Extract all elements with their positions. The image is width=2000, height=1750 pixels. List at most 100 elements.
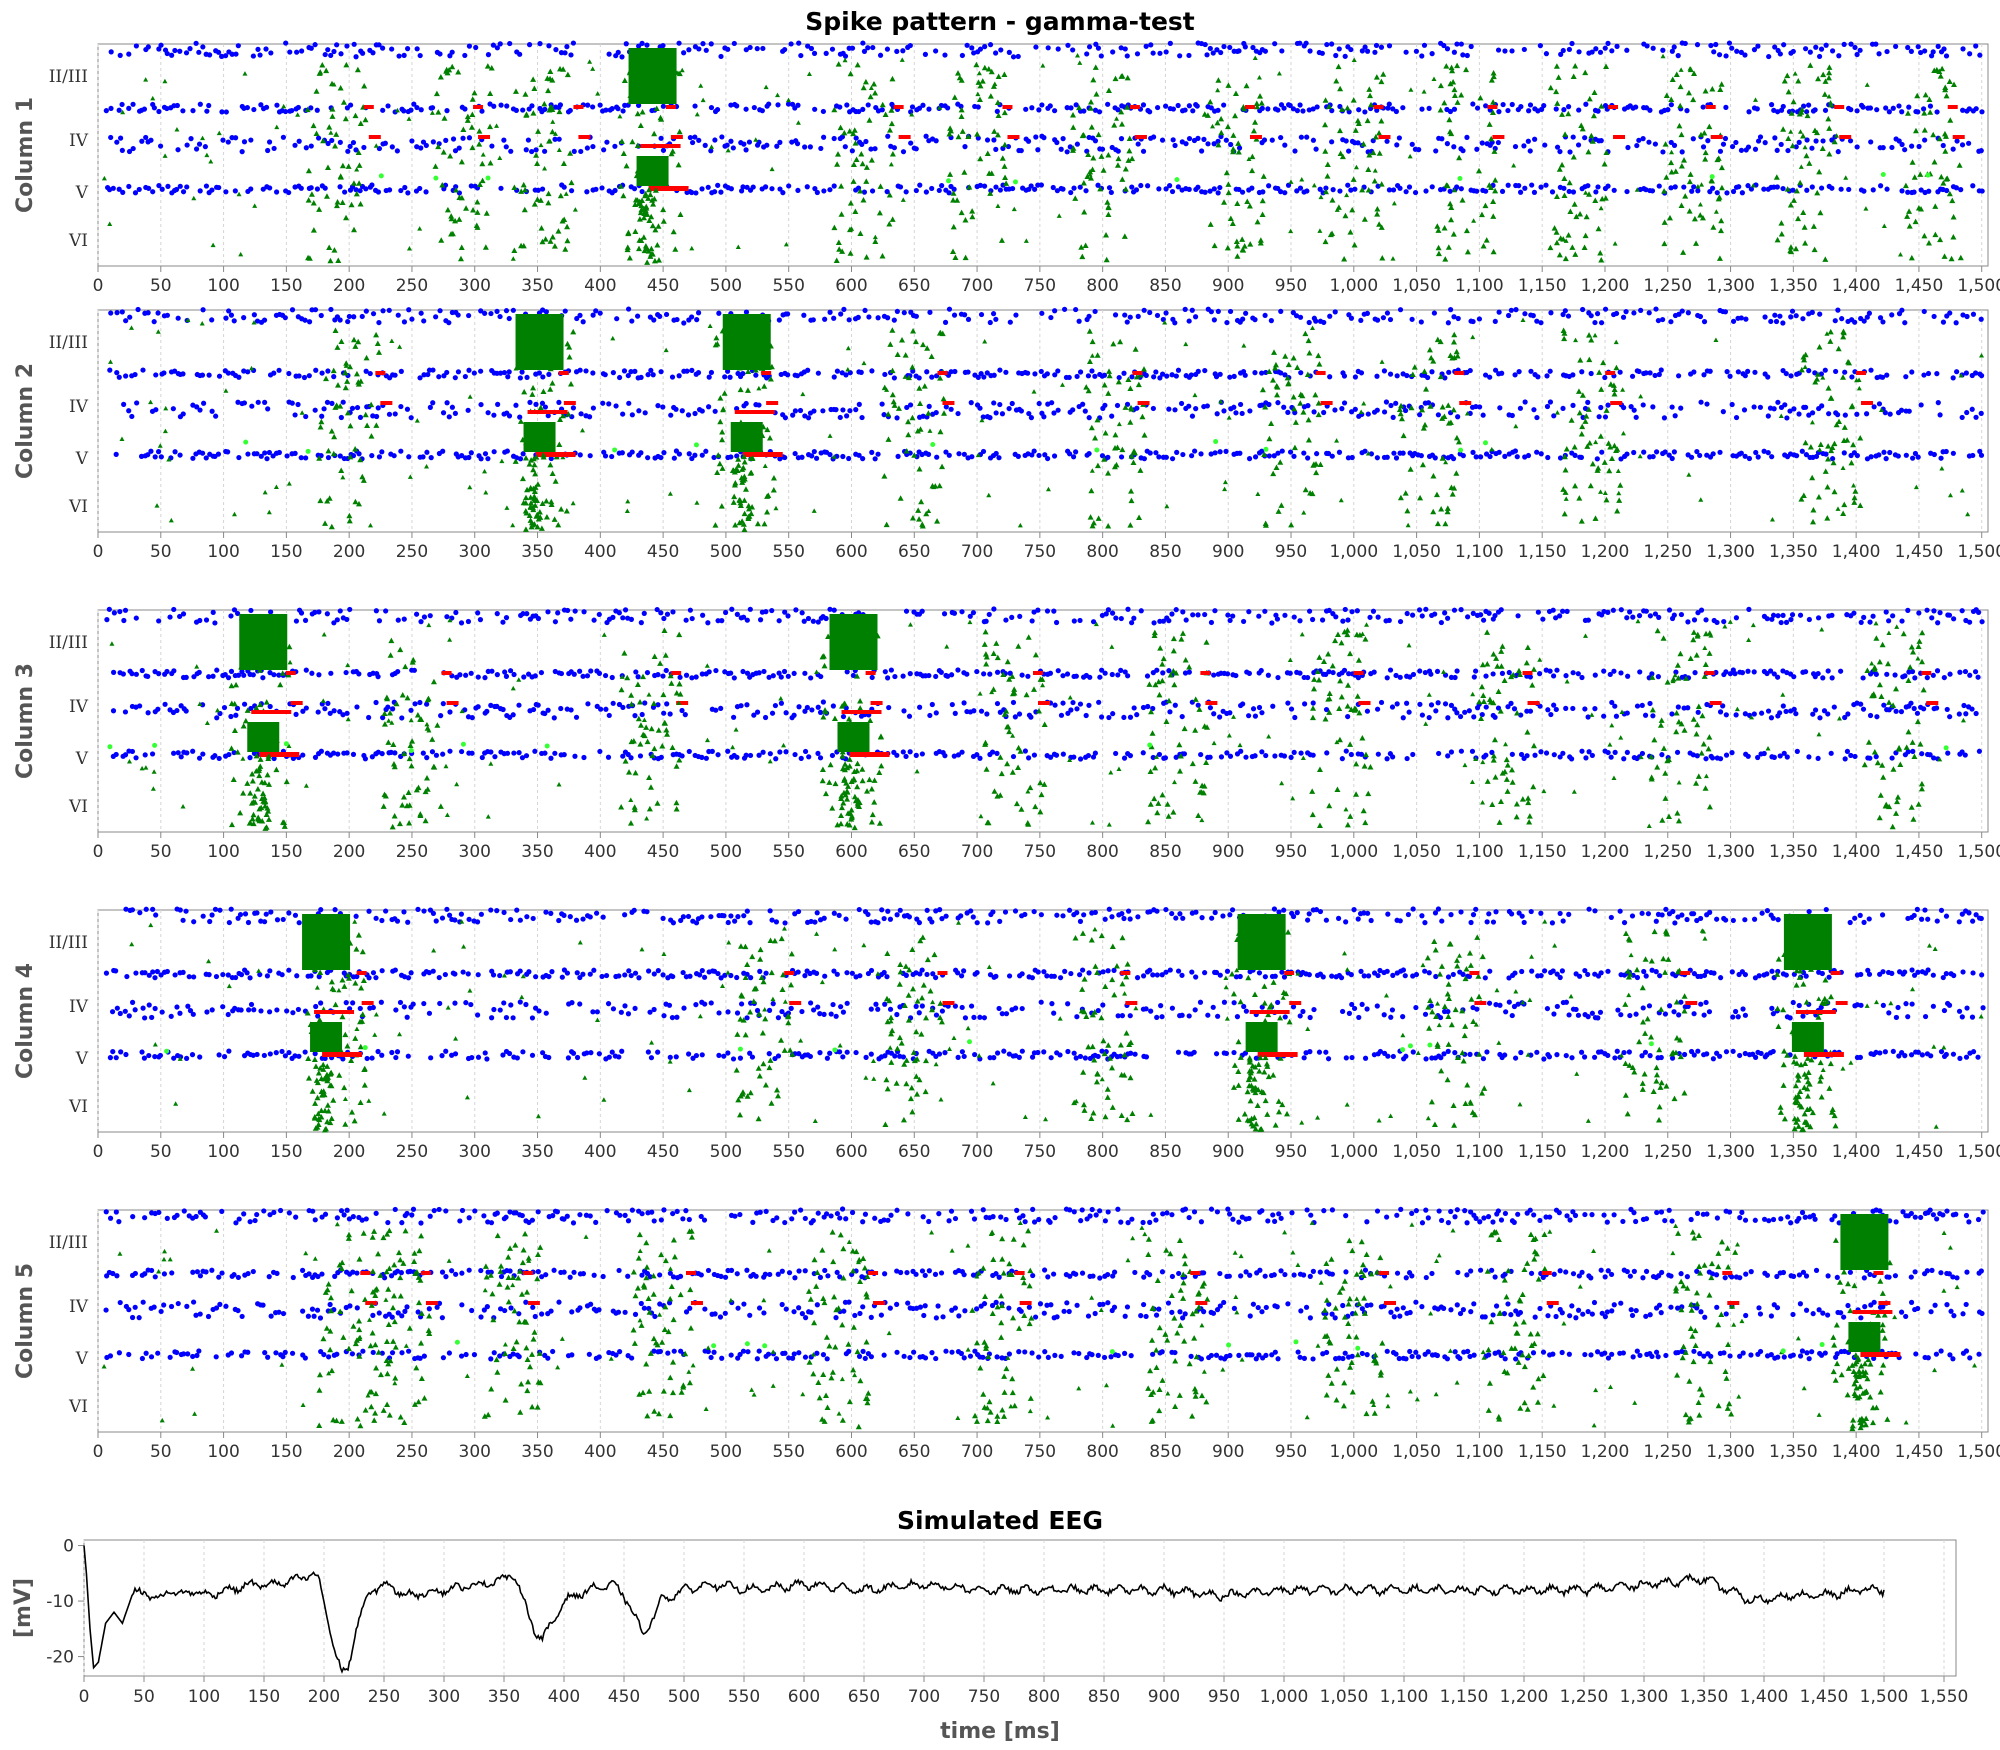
x-tick-label: 0 [93, 842, 104, 862]
excitatory-spike [1131, 615, 1137, 621]
excitatory-spike [1516, 183, 1522, 189]
excitatory-spike [322, 185, 328, 191]
excitatory-spike [557, 102, 564, 108]
inhibitory-spike [1819, 145, 1826, 151]
excitatory-spike [590, 104, 596, 110]
excitatory-spike [1781, 42, 1787, 48]
inhibitory-spike [999, 155, 1006, 161]
inhibitory-spike [1797, 179, 1804, 186]
excitatory-spike [1275, 400, 1281, 406]
excitatory-spike [1157, 375, 1163, 381]
x-tick-label: 1,050 [1392, 542, 1441, 562]
excitatory-spike [1679, 149, 1685, 155]
excitatory-spike [812, 106, 818, 112]
excitatory-spike [478, 456, 484, 462]
inhibitory-spike [806, 71, 812, 76]
excitatory-spike [1842, 369, 1848, 375]
excitatory-spike [1960, 107, 1966, 113]
excitatory-spike [1912, 450, 1919, 457]
excitatory-spike [1701, 319, 1708, 325]
excitatory-spike [743, 400, 749, 407]
excitatory-spike [292, 412, 298, 418]
excitatory-spike [614, 316, 620, 322]
inhibitory-spike [992, 81, 998, 87]
inhibitory-spike [483, 210, 490, 216]
excitatory-spike [1390, 106, 1396, 112]
excitatory-spike [1177, 53, 1183, 59]
inhibitory-spike [872, 238, 879, 244]
excitatory-spike [161, 370, 167, 376]
inhibitory-spike [488, 64, 495, 71]
inhibitory-spike [1562, 131, 1569, 137]
excitatory-spike [917, 182, 923, 188]
excitatory-spike [885, 133, 891, 139]
inhibitory-spike [1714, 156, 1721, 163]
x-tick-label: 1,400 [1832, 842, 1881, 862]
excitatory-spike [155, 449, 162, 455]
excitatory-spike [1698, 399, 1704, 405]
excitatory-spike [126, 51, 132, 57]
excitatory-spike [497, 41, 503, 47]
excitatory-spike [1281, 404, 1287, 410]
inhibitory-spike [1559, 161, 1566, 168]
panel-label: Column 2 [13, 363, 38, 479]
excitatory-spike [788, 41, 794, 47]
excitatory-spike [1509, 412, 1515, 419]
excitatory-spike [1115, 107, 1121, 113]
excitatory-spike [1960, 312, 1966, 318]
inhibitory-spike [1912, 218, 1919, 225]
other-spike [1213, 439, 1219, 445]
excitatory-spike [1134, 405, 1140, 411]
excitatory-spike [1105, 101, 1111, 107]
excitatory-spike [562, 308, 568, 314]
excitatory-spike [157, 143, 164, 149]
excitatory-spike [1854, 411, 1860, 417]
excitatory-spike [1884, 372, 1890, 378]
inhibitory-spike [352, 112, 359, 119]
excitatory-spike [869, 449, 875, 455]
excitatory-spike [392, 372, 398, 378]
inhibitory-spike [1434, 223, 1441, 229]
excitatory-spike [879, 401, 885, 407]
inhibitory-spike [1114, 162, 1121, 168]
excitatory-spike [833, 407, 839, 413]
excitatory-spike [841, 306, 847, 312]
x-tick-label: 650 [898, 276, 930, 296]
excitatory-spike [1871, 404, 1877, 410]
other-spike [946, 178, 952, 184]
excitatory-spike [903, 608, 910, 614]
excitatory-spike [663, 311, 670, 318]
excitatory-spike [1221, 43, 1227, 50]
inhibitory-spike [322, 520, 329, 526]
excitatory-spike [699, 452, 705, 458]
excitatory-spike [1483, 103, 1489, 109]
excitatory-spike [1092, 138, 1099, 144]
excitatory-spike [926, 403, 932, 409]
excitatory-spike [114, 310, 120, 316]
inhibitory-spike [333, 202, 340, 209]
excitatory-spike [1973, 43, 1979, 49]
excitatory-spike [236, 454, 242, 461]
excitatory-spike [1211, 141, 1217, 147]
inhibitory-spike [1244, 198, 1251, 205]
excitatory-spike [626, 400, 632, 406]
inhibitory-spike [1690, 96, 1697, 103]
excitatory-spike [1927, 103, 1934, 109]
excitatory-spike [248, 137, 254, 143]
excitatory-spike [743, 147, 749, 153]
excitatory-spike [1204, 52, 1210, 58]
excitatory-spike [1558, 51, 1564, 57]
excitatory-spike [926, 106, 932, 112]
excitatory-spike [1036, 452, 1042, 459]
excitatory-spike [658, 369, 664, 375]
inhibitory-spike [1211, 242, 1218, 249]
inhibitory-spike [1322, 238, 1329, 245]
bursting-spike [670, 135, 683, 139]
excitatory-spike [225, 370, 231, 376]
bursting-spike [368, 135, 381, 139]
inhibitory-spike [238, 251, 244, 257]
inhibitory-spike [1588, 132, 1595, 139]
inhibitory-spike [359, 473, 366, 480]
excitatory-spike [395, 617, 401, 623]
excitatory-spike [1708, 42, 1714, 49]
